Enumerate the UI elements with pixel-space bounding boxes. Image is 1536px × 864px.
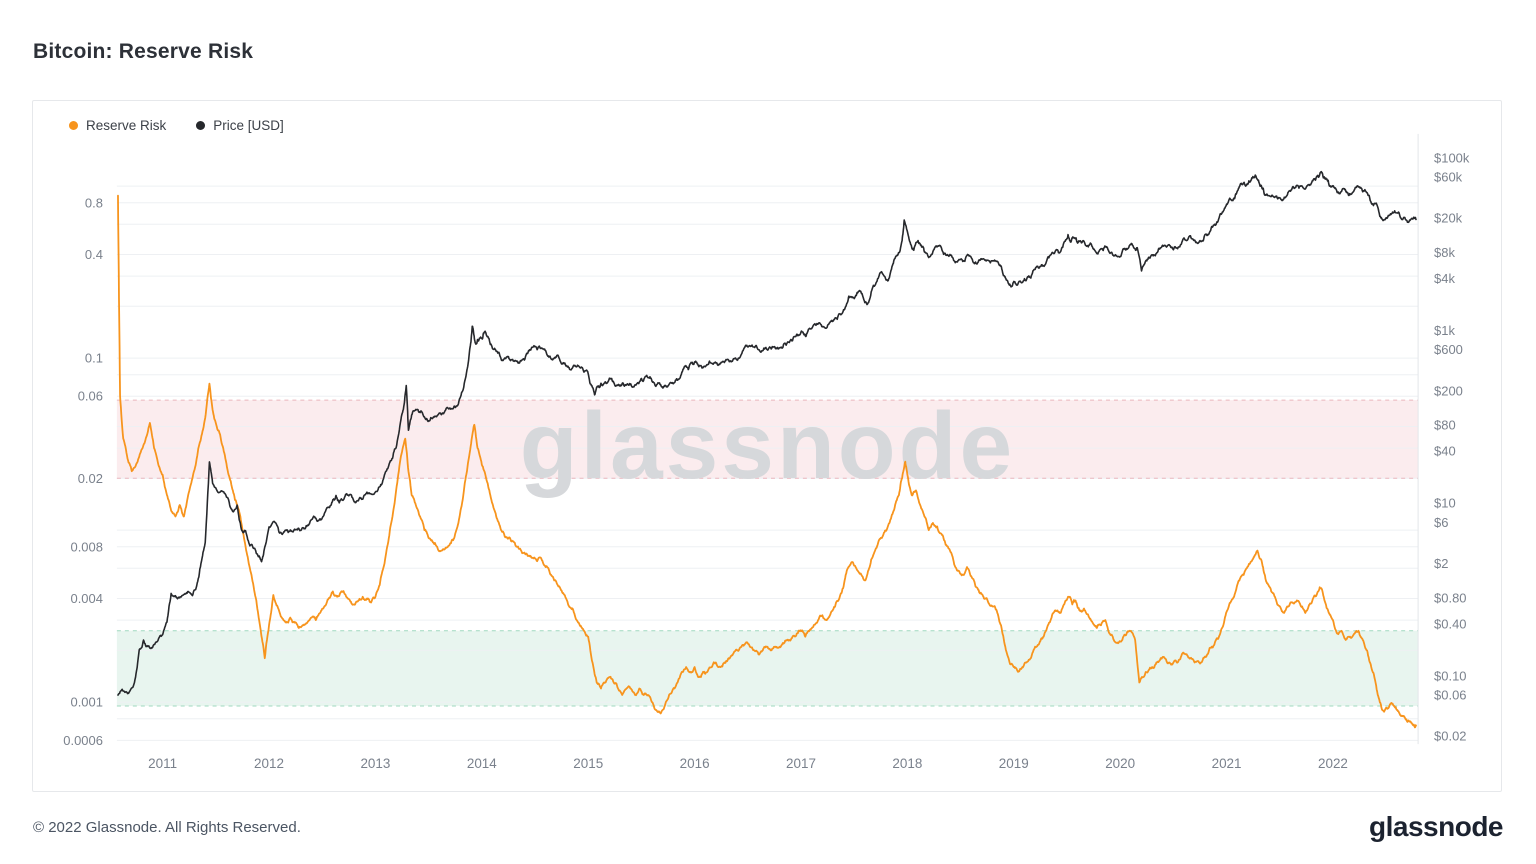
svg-text:2014: 2014 [467, 756, 497, 771]
svg-text:2011: 2011 [148, 756, 177, 771]
svg-text:$60k: $60k [1434, 169, 1463, 184]
svg-text:0.8: 0.8 [85, 195, 103, 210]
svg-text:2021: 2021 [1212, 756, 1242, 771]
chart-bands [116, 400, 1419, 706]
svg-text:$40: $40 [1434, 444, 1456, 459]
svg-text:$4k: $4k [1434, 271, 1455, 286]
svg-text:0.4: 0.4 [85, 247, 103, 262]
svg-text:$200: $200 [1434, 383, 1463, 398]
legend-item-price-usd[interactable]: Price [USD] [196, 118, 284, 133]
svg-text:$600: $600 [1434, 342, 1463, 357]
svg-text:2016: 2016 [680, 756, 710, 771]
chart-legend: Reserve Risk Price [USD] [69, 118, 284, 133]
legend-label-price-usd: Price [USD] [213, 118, 284, 133]
price-line [117, 170, 1417, 696]
svg-text:2020: 2020 [1105, 756, 1135, 771]
svg-text:2019: 2019 [999, 756, 1029, 771]
svg-text:0.06: 0.06 [78, 389, 103, 404]
legend-item-reserve-risk[interactable]: Reserve Risk [69, 118, 166, 133]
svg-text:$0.40: $0.40 [1434, 616, 1466, 631]
svg-text:0.008: 0.008 [71, 539, 103, 554]
legend-label-reserve-risk: Reserve Risk [86, 118, 167, 133]
band-edges [116, 399, 1419, 707]
svg-text:$0.02: $0.02 [1434, 729, 1466, 744]
svg-text:$0.06: $0.06 [1434, 688, 1466, 703]
page-title: Bitcoin: Reserve Risk [33, 40, 254, 63]
svg-text:0.001: 0.001 [71, 695, 103, 710]
svg-text:$10: $10 [1434, 496, 1456, 511]
svg-text:0.1: 0.1 [85, 351, 103, 366]
svg-text:2013: 2013 [360, 756, 390, 771]
svg-text:$2: $2 [1434, 556, 1448, 571]
glassnode-watermark: glassnode [520, 393, 1015, 499]
svg-text:2018: 2018 [892, 756, 922, 771]
svg-text:$6: $6 [1434, 515, 1448, 530]
chart-canvas[interactable]: glassnode 0.8 0.4 0.1 0.06 0.02 0.008 0.004 0.00… [33, 101, 1501, 791]
svg-text:2012: 2012 [254, 756, 284, 771]
svg-text:$0.10: $0.10 [1434, 668, 1466, 683]
svg-text:0.004: 0.004 [71, 591, 103, 606]
svg-text:2015: 2015 [573, 756, 603, 771]
svg-text:$1k: $1k [1434, 323, 1455, 338]
chart-card: glassnode 0.8 0.4 0.1 0.06 0.02 0.008 0.004 0.00… [32, 100, 1502, 792]
chart-series [117, 170, 1417, 729]
legend-dot-price-usd [196, 121, 206, 130]
svg-text:0.0006: 0.0006 [63, 733, 103, 748]
gridlines [116, 185, 1419, 741]
page-footer: © 2022 Glassnode. All Rights Reserved. g… [33, 804, 1503, 850]
svg-text:$20k: $20k [1434, 211, 1463, 226]
glassnode-logo: glassnode [1369, 811, 1503, 842]
svg-text:$0.80: $0.80 [1434, 590, 1466, 605]
svg-text:2017: 2017 [786, 756, 816, 771]
svg-text:$80: $80 [1434, 418, 1456, 433]
svg-text:$100k: $100k [1434, 150, 1470, 165]
axis-labels: 0.8 0.4 0.1 0.06 0.02 0.008 0.004 0.001 0.0006 $1… [63, 150, 1470, 771]
svg-text:$8k: $8k [1434, 245, 1455, 260]
legend-dot-reserve-risk [69, 121, 78, 130]
copyright-text: © 2022 Glassnode. All Rights Reserved. [33, 818, 301, 836]
svg-text:0.02: 0.02 [78, 471, 103, 486]
svg-text:2022: 2022 [1318, 756, 1348, 771]
reserve-risk-line [117, 194, 1417, 729]
